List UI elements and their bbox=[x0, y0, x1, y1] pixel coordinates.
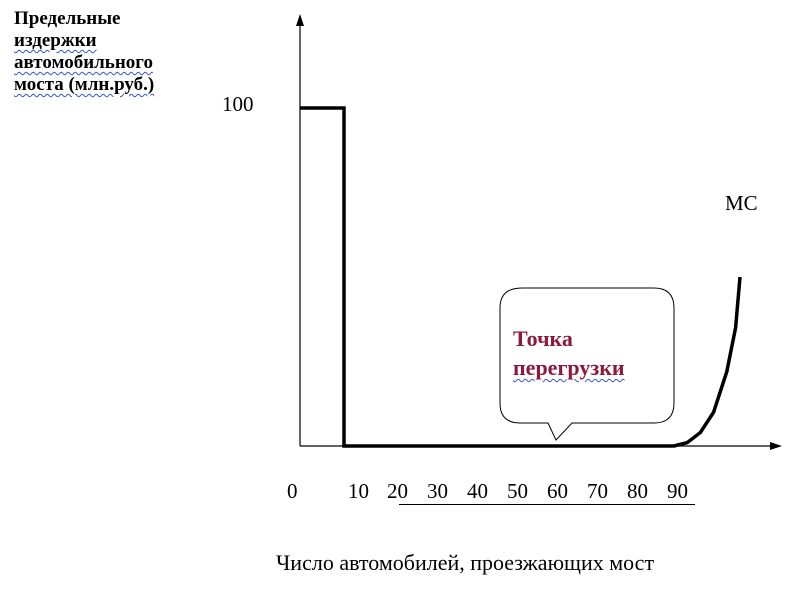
y-axis-label-line-3: автомобильного bbox=[14, 52, 153, 73]
callout-text: Точка перегрузки bbox=[513, 324, 663, 382]
x-tick-label-20: 20 bbox=[387, 479, 408, 503]
y-axis-label-line-1: Предельные bbox=[14, 8, 121, 29]
callout-line-2: перегрузки bbox=[513, 355, 625, 380]
x-tick-label-90: 90 bbox=[667, 479, 688, 503]
x-tick-label-10: 10 bbox=[348, 479, 369, 503]
y-axis-label: Предельные издержки автомобильного моста… bbox=[14, 8, 214, 96]
y-axis-arrow bbox=[296, 14, 304, 26]
series-label-mc: MC bbox=[725, 191, 758, 215]
series-layer bbox=[300, 106, 742, 448]
x-axis-label: Число автомобилей, проезжающих мост bbox=[276, 550, 655, 575]
x-tick-label-30: 30 bbox=[427, 479, 448, 503]
x-tick-label-70: 70 bbox=[587, 479, 608, 503]
x-tick-underline bbox=[399, 504, 695, 505]
y-axis-label-line-4: моста (млн.руб.) bbox=[14, 74, 155, 95]
callout-bubble bbox=[499, 287, 675, 441]
x-tick-label-40: 40 bbox=[467, 479, 488, 503]
x-axis-arrow bbox=[770, 442, 782, 450]
y-axis-label-line-2: издержки bbox=[14, 30, 97, 51]
x-tick-label-60: 60 bbox=[547, 479, 568, 503]
x-tick-label-80: 80 bbox=[627, 479, 648, 503]
callout-line-1: Точка bbox=[513, 326, 573, 351]
x-tick-label-0: 0 bbox=[287, 479, 298, 503]
series-line-mc bbox=[300, 106, 742, 448]
y-tick-label-100: 100 bbox=[222, 92, 254, 116]
x-tick-label-50: 50 bbox=[507, 479, 528, 503]
